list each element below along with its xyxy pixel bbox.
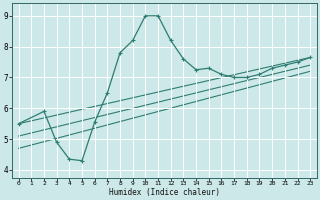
X-axis label: Humidex (Indice chaleur): Humidex (Indice chaleur) bbox=[109, 188, 220, 197]
